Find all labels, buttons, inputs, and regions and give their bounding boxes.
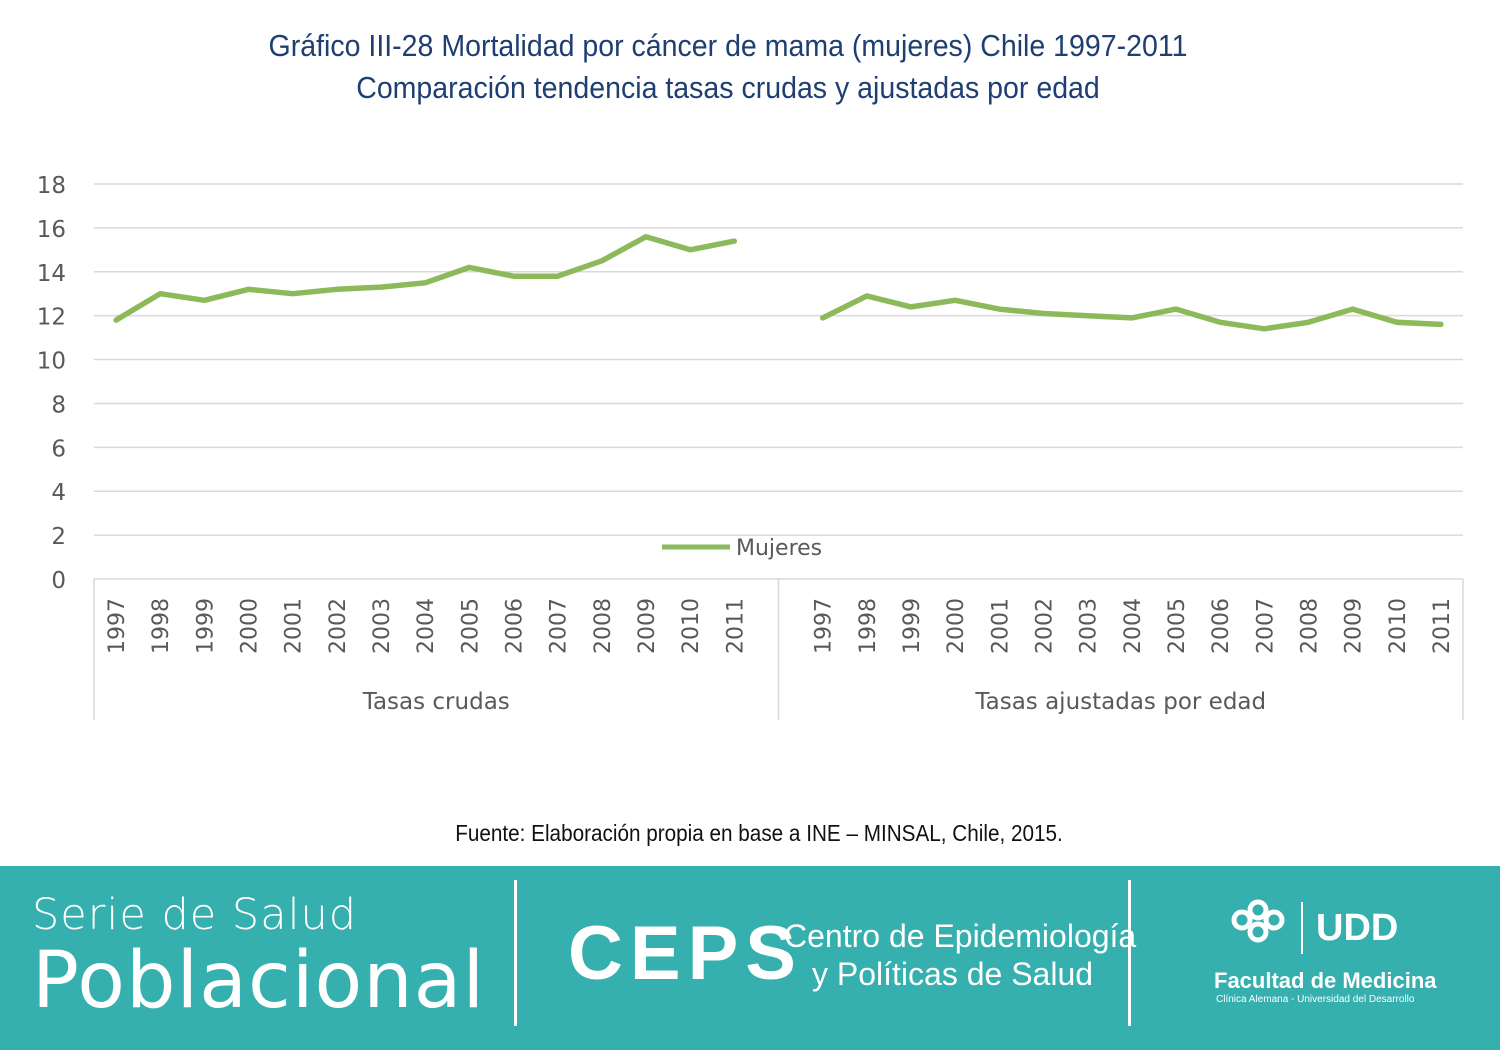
y-tick-label: 2 xyxy=(51,524,66,550)
axes xyxy=(93,578,1464,720)
gridlines xyxy=(94,183,1463,536)
x-tick-label: 2004 xyxy=(1121,598,1146,654)
footer-divider xyxy=(1128,880,1131,1026)
y-tick-label: 10 xyxy=(37,349,66,375)
axis-labels: 0 2 4 6 8 10 12 14 16 18 1997 1998 1999 2000 2001 2002 2… xyxy=(37,173,1455,715)
x-tick-label: 2008 xyxy=(591,598,616,654)
legend: Mujeres xyxy=(662,536,822,561)
x-tick-label: 2007 xyxy=(1253,598,1278,654)
x-tick-label: 2001 xyxy=(282,598,307,654)
x-tick-label: 2004 xyxy=(414,598,439,654)
x-tick-label: 2000 xyxy=(944,598,969,654)
x-tick-label: 2010 xyxy=(1386,598,1411,654)
series-line-0 xyxy=(113,233,738,323)
x-tick-label: 2010 xyxy=(679,598,704,654)
ceps-name-line-1: Centro de Epidemiología xyxy=(784,918,1137,954)
x-tick-label: 2002 xyxy=(326,598,351,654)
series-name-line-2: Poblacional xyxy=(32,936,486,1026)
group-label: Tasas crudas xyxy=(362,689,510,715)
x-tick-label: 2001 xyxy=(988,598,1013,654)
udd-logo-icon: UDD xyxy=(1231,899,1398,954)
x-tick-label: 2005 xyxy=(458,598,483,654)
series-line-1 xyxy=(819,293,1444,332)
source-note: Fuente: Elaboración propia en base a INE… xyxy=(455,820,1063,846)
line-chart: 0 2 4 6 8 10 12 14 16 18 1997 1998 1999 2000 2001 2002 2… xyxy=(37,173,1464,720)
x-tick-label: 2005 xyxy=(1165,598,1190,654)
footer-divider xyxy=(514,880,517,1026)
x-tick-label: 1999 xyxy=(900,598,925,654)
chart-subtitle: Comparación tendencia tasas crudas y aju… xyxy=(356,70,1100,105)
y-tick-label: 4 xyxy=(51,480,66,506)
x-tick-label: 2008 xyxy=(1297,598,1322,654)
x-tick-label: 2011 xyxy=(1430,598,1455,654)
faculty-name: Facultad de Medicina xyxy=(1214,968,1437,993)
group-label: Tasas ajustadas por edad xyxy=(974,689,1266,715)
ceps-name-line-2: y Políticas de Salud xyxy=(812,956,1094,992)
x-tick-label: 2007 xyxy=(547,598,572,654)
y-tick-label: 18 xyxy=(37,173,66,199)
footer-banner: Serie de Salud Poblacional CEPS Centro d… xyxy=(0,866,1500,1050)
x-tick-label: 2006 xyxy=(1209,598,1234,654)
x-tick-label: 2009 xyxy=(1342,598,1367,654)
legend-label-mujeres: Mujeres xyxy=(736,536,822,561)
x-tick-label: 1997 xyxy=(105,598,130,654)
y-tick-label: 6 xyxy=(51,436,66,462)
y-tick-label: 16 xyxy=(37,217,66,243)
y-tick-label: 0 xyxy=(51,568,66,594)
x-tick-label: 2000 xyxy=(238,598,263,654)
x-tick-label: 1999 xyxy=(193,598,218,654)
udd-logo-text: UDD xyxy=(1316,907,1398,949)
series-lines xyxy=(113,233,1444,332)
series-name-line-1: Serie de Salud xyxy=(32,890,358,940)
y-tick-label: 8 xyxy=(51,392,66,418)
chart-title: Gráfico III-28 Mortalidad por cáncer de … xyxy=(268,28,1188,63)
x-tick-label: 2006 xyxy=(503,598,528,654)
faculty-subtitle: Clínica Alemana - Universidad del Desarr… xyxy=(1216,994,1415,1005)
x-tick-label: 2003 xyxy=(1077,598,1102,654)
x-tick-label: 1998 xyxy=(149,598,174,654)
x-tick-label: 2003 xyxy=(370,598,395,654)
x-tick-label: 2002 xyxy=(1032,598,1057,654)
x-tick-label: 1998 xyxy=(856,598,881,654)
y-tick-label: 14 xyxy=(37,261,66,287)
x-tick-label: 1997 xyxy=(812,598,837,654)
y-tick-label: 12 xyxy=(37,305,66,331)
x-tick-label: 2011 xyxy=(723,598,748,654)
x-tick-label: 2009 xyxy=(635,598,660,654)
ceps-logo-text: CEPS xyxy=(568,911,803,996)
